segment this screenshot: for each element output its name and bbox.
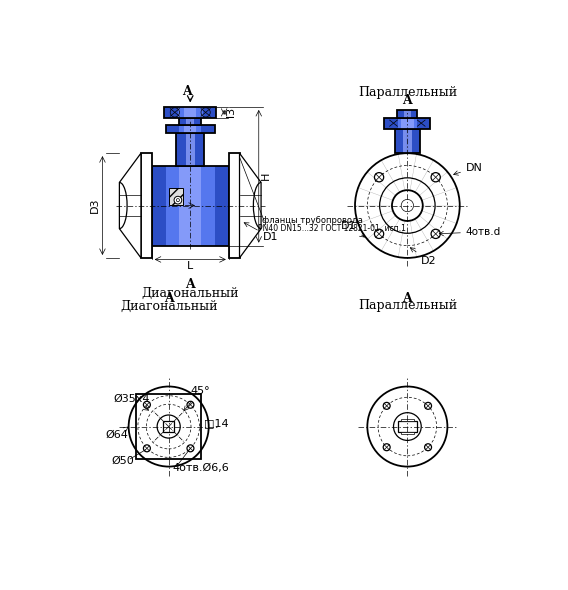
Circle shape — [157, 415, 180, 438]
Polygon shape — [152, 166, 229, 245]
Polygon shape — [119, 153, 141, 258]
Polygon shape — [177, 133, 204, 166]
Polygon shape — [398, 110, 417, 118]
Polygon shape — [240, 153, 261, 258]
Polygon shape — [190, 133, 204, 166]
Text: D2: D2 — [410, 248, 437, 266]
Text: D3: D3 — [90, 198, 100, 214]
Text: 45°: 45° — [184, 386, 210, 411]
Text: 4отв.d: 4отв.d — [439, 227, 501, 237]
Polygon shape — [385, 118, 398, 129]
Polygon shape — [203, 107, 216, 118]
Text: фланцы трубопровода: фланцы трубопровода — [262, 217, 363, 225]
Circle shape — [187, 401, 194, 408]
Polygon shape — [166, 126, 179, 133]
Circle shape — [431, 173, 440, 182]
Text: D1: D1 — [341, 221, 365, 237]
Polygon shape — [403, 110, 411, 118]
Text: A: A — [182, 85, 193, 98]
Text: A: A — [164, 292, 174, 305]
Text: A: A — [185, 278, 195, 291]
Polygon shape — [385, 118, 431, 129]
Text: 4отв.Ø6,6: 4отв.Ø6,6 — [173, 463, 229, 473]
Polygon shape — [179, 118, 193, 126]
Circle shape — [144, 401, 151, 408]
Circle shape — [174, 196, 182, 204]
Polygon shape — [401, 118, 414, 129]
Circle shape — [374, 230, 383, 238]
Text: PN40 DN15...32 ГОСТ 12821-01, исп.1: PN40 DN15...32 ГОСТ 12821-01, исп.1 — [258, 224, 406, 233]
Circle shape — [374, 173, 383, 182]
Text: H: H — [261, 172, 271, 181]
Polygon shape — [395, 129, 409, 153]
Text: L: L — [187, 261, 193, 271]
Text: Параллельный: Параллельный — [358, 86, 457, 99]
Circle shape — [187, 445, 194, 452]
Bar — [169, 188, 183, 205]
Polygon shape — [164, 107, 216, 118]
Text: Диагональный: Диагональный — [141, 286, 239, 299]
Polygon shape — [179, 166, 201, 245]
Text: □14: □14 — [204, 418, 229, 428]
Text: D1: D1 — [244, 222, 278, 242]
Polygon shape — [164, 107, 178, 118]
Polygon shape — [398, 421, 416, 432]
Polygon shape — [179, 118, 201, 126]
Polygon shape — [401, 432, 414, 434]
Polygon shape — [186, 133, 195, 166]
Circle shape — [425, 402, 432, 409]
Circle shape — [401, 199, 414, 212]
Circle shape — [177, 199, 179, 202]
Polygon shape — [201, 126, 215, 133]
Text: DN: DN — [454, 163, 483, 175]
Polygon shape — [177, 133, 190, 166]
Text: l3: l3 — [227, 107, 236, 117]
Polygon shape — [403, 110, 417, 118]
Text: A: A — [403, 292, 412, 305]
Polygon shape — [141, 153, 152, 258]
Text: Ø64: Ø64 — [106, 427, 128, 440]
Polygon shape — [406, 129, 420, 153]
Polygon shape — [416, 118, 431, 129]
Circle shape — [355, 153, 460, 258]
Polygon shape — [152, 166, 166, 245]
Polygon shape — [215, 166, 229, 245]
Text: Ø35х4: Ø35х4 — [113, 394, 150, 410]
Circle shape — [394, 412, 421, 440]
Circle shape — [431, 230, 440, 238]
Polygon shape — [395, 129, 420, 153]
Polygon shape — [401, 419, 414, 421]
Polygon shape — [403, 129, 412, 153]
Circle shape — [425, 444, 432, 451]
Circle shape — [383, 402, 390, 409]
Polygon shape — [187, 118, 201, 126]
Circle shape — [379, 178, 435, 233]
Circle shape — [383, 444, 390, 451]
Polygon shape — [184, 107, 197, 118]
Polygon shape — [166, 126, 215, 133]
Circle shape — [392, 190, 423, 221]
Polygon shape — [163, 421, 174, 432]
Circle shape — [144, 445, 151, 452]
Polygon shape — [398, 110, 411, 118]
Polygon shape — [184, 126, 197, 133]
Text: A: A — [403, 94, 412, 107]
Text: Параллельный: Параллельный — [358, 300, 457, 313]
Circle shape — [128, 386, 208, 467]
Polygon shape — [186, 118, 194, 126]
Text: Ø50: Ø50 — [111, 455, 134, 466]
Circle shape — [367, 386, 448, 467]
Polygon shape — [229, 153, 240, 258]
Text: Диагональный: Диагональный — [120, 300, 218, 313]
